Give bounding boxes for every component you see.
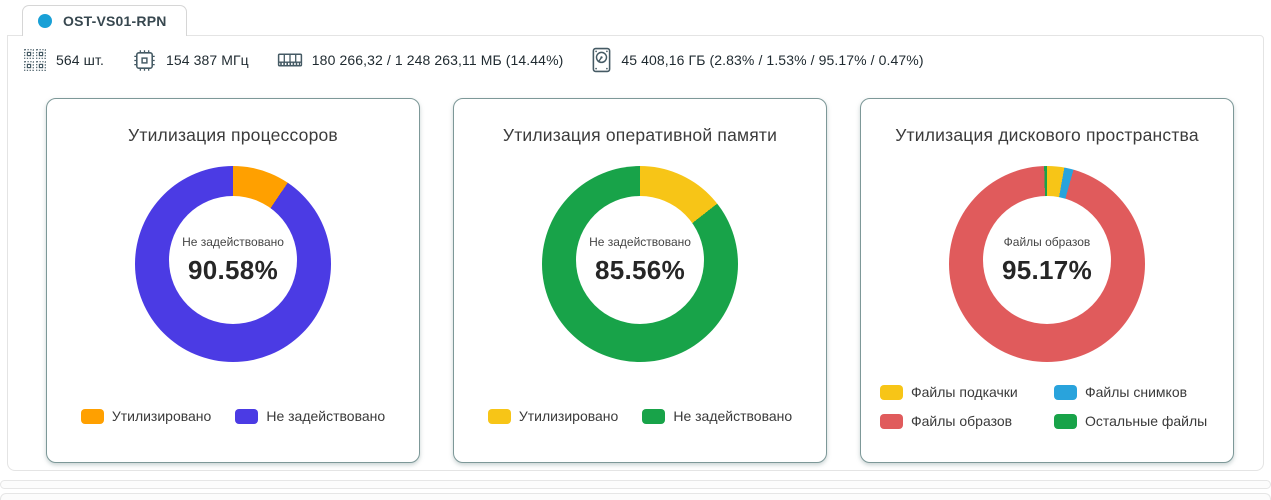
legend-item[interactable]: Не задействовано (235, 408, 385, 424)
chart-title: Утилизация процессоров (128, 125, 338, 145)
chart-card-disk: Утилизация дискового пространства Файлы … (860, 98, 1234, 463)
chips-grid-icon (23, 48, 47, 72)
donut-center-value: 85.56% (595, 254, 685, 285)
host-panel: 564 шт. 154 387 МГц (7, 35, 1264, 471)
donut-center: Не задействовано 90.58% (169, 196, 297, 324)
stats-bar: 564 шт. 154 387 МГц (8, 36, 1263, 73)
legend-item[interactable]: Утилизировано (487, 408, 619, 424)
memory-legend: Утилизировано Не задействовано (454, 408, 826, 424)
donut-center-label: Не задействовано (589, 234, 691, 249)
stat-cpu-frequency: 154 387 МГц (132, 48, 249, 73)
collapsed-panel[interactable] (0, 480, 1271, 489)
donut-center: Файлы образов 95.17% (983, 196, 1111, 324)
tab-ost-vs01-rpn[interactable]: OST-VS01-RPN (22, 5, 187, 36)
memory-donut-chart[interactable]: Не задействовано 85.56% (542, 166, 738, 362)
chart-title: Утилизация оперативной памяти (502, 125, 778, 145)
legend-item[interactable]: Файлы подкачки (880, 384, 1040, 400)
collapsed-panel[interactable] (0, 493, 1271, 500)
ram-icon (277, 48, 303, 72)
legend-item[interactable]: Не задействовано (642, 408, 792, 424)
legend-label: Файлы снимков (1085, 384, 1188, 400)
legend-item[interactable]: Остальные файлы (1054, 413, 1214, 429)
tab-bar: OST-VS01-RPN (0, 0, 1271, 36)
cpu-frequency-value: 154 387 МГц (165, 52, 249, 68)
status-dot-icon (38, 14, 52, 28)
disk-value: 45 408,16 ГБ (2.83% / 1.53% / 95.17% / 0… (621, 52, 924, 68)
chart-card-cpu: Утилизация процессоров Не задействовано … (46, 98, 420, 463)
donut-center-value: 90.58% (188, 254, 278, 285)
stat-memory: 180 266,32 / 1 248 263,11 МБ (14.44%) (277, 48, 564, 72)
legend-item[interactable]: Файлы образов (880, 413, 1040, 429)
donut-center: Не задействовано 85.56% (576, 196, 704, 324)
legend-swatch (487, 408, 511, 424)
legend-label: Не задействовано (266, 408, 386, 424)
legend-label: Файлы образов (911, 413, 1013, 429)
legend-swatch (1054, 413, 1077, 429)
charts-row: Утилизация процессоров Не задействовано … (46, 98, 1263, 463)
stat-disk: 45 408,16 ГБ (2.83% / 1.53% / 95.17% / 0… (591, 47, 924, 73)
legend-swatch (642, 408, 666, 424)
disk-legend: Файлы подкачки Файлы снимков Файлы образов… (861, 384, 1233, 429)
cpu-count-value: 564 шт. (56, 52, 104, 68)
legend-item[interactable]: Файлы снимков (1054, 384, 1214, 400)
legend-swatch (880, 413, 903, 429)
donut-center-label: Не задействовано (182, 234, 284, 249)
legend-swatch (1054, 384, 1077, 400)
cpu-donut-chart[interactable]: Не задействовано 90.58% (135, 166, 331, 362)
legend-item[interactable]: Утилизировано (80, 408, 212, 424)
memory-value: 180 266,32 / 1 248 263,11 МБ (14.44%) (311, 52, 564, 68)
tab-label: OST-VS01-RPN (63, 13, 167, 29)
legend-swatch (235, 408, 259, 424)
legend-label: Утилизировано (518, 408, 619, 424)
legend-label: Остальные файлы (1085, 413, 1208, 429)
legend-swatch (880, 384, 903, 400)
cpu-icon (132, 48, 157, 73)
legend-label: Утилизировано (111, 408, 212, 424)
legend-label: Файлы подкачки (911, 384, 1018, 400)
hdd-icon (591, 47, 612, 73)
legend-label: Не задействовано (673, 408, 793, 424)
donut-center-label: Файлы образов (1003, 234, 1091, 249)
stat-cpu-count: 564 шт. (23, 48, 104, 72)
donut-center-value: 95.17% (1002, 254, 1092, 285)
chart-title: Утилизация дискового пространства (895, 125, 1199, 145)
cpu-legend: Утилизировано Не задействовано (47, 408, 419, 424)
legend-swatch (80, 408, 104, 424)
disk-donut-chart[interactable]: Файлы образов 95.17% (949, 166, 1145, 362)
chart-card-memory: Утилизация оперативной памяти Не задейст… (453, 98, 827, 463)
